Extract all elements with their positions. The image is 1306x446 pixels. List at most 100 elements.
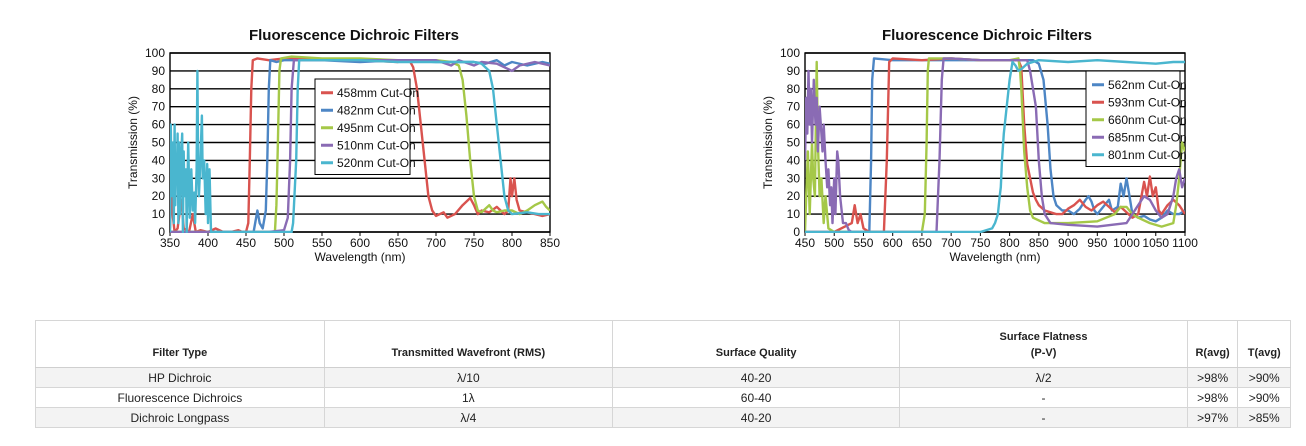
y-tick-label: 10 xyxy=(787,207,801,221)
series-line-2 xyxy=(805,57,1185,233)
x-tick-label: 600 xyxy=(883,236,903,250)
legend-label: 510nm Cut-On xyxy=(337,138,416,152)
header-t-avg: T(avg) xyxy=(1237,320,1291,368)
x-tick-label: 350 xyxy=(160,236,180,250)
x-tick-label: 850 xyxy=(540,236,560,250)
x-tick-label: 650 xyxy=(912,236,932,250)
legend: 562nm Cut-On 593nm Cut-On 660nm Cut-On 685n… xyxy=(1085,70,1187,167)
y-tick-label: 30 xyxy=(787,171,801,185)
y-tick-label: 20 xyxy=(152,189,166,203)
cell-surface-quality: 40-20 xyxy=(611,367,901,388)
y-tick-label: 60 xyxy=(787,118,801,132)
y-tick-label: 30 xyxy=(152,171,166,185)
legend-label: 458mm Cut-On xyxy=(337,86,419,100)
cell-t-avg: >90% xyxy=(1237,367,1291,388)
y-tick-label: 10 xyxy=(152,207,166,221)
legend-label: 660nm Cut-On xyxy=(1108,113,1187,127)
y-tick-label: 0 xyxy=(158,225,165,239)
left-chart: Fluorescence Dichroic Filters 0 10 20 30 40 50… xyxy=(0,0,653,300)
table-row: Fluorescence Dichroics 1λ 60-40 - >98% >… xyxy=(35,387,1291,408)
y-tick-label: 80 xyxy=(152,82,166,96)
series-line-5 xyxy=(805,59,1185,233)
y-tick-label: 70 xyxy=(152,100,166,114)
y-tick-label: 50 xyxy=(787,136,801,150)
cell-wavefront: λ/4 xyxy=(323,407,613,428)
header-flatness-line2: (P-V) xyxy=(1030,347,1057,359)
x-axis-label: Wavelength (nm) xyxy=(315,250,406,264)
x-tick-label: 550 xyxy=(853,236,873,250)
x-tick-label: 500 xyxy=(824,236,844,250)
cell-filter-type: HP Dichroic xyxy=(35,367,325,388)
x-tick-label: 500 xyxy=(274,236,294,250)
x-axis-label: Wavelength (nm) xyxy=(950,250,1041,264)
x-tick-label: 900 xyxy=(1058,236,1078,250)
table-row: Dichroic Longpass λ/4 40-20 - >97% >85% xyxy=(35,407,1291,428)
cell-r-avg: >98% xyxy=(1186,367,1239,388)
x-tick-label: 800 xyxy=(502,236,522,250)
x-tick-label: 800 xyxy=(1000,236,1020,250)
cell-flatness: - xyxy=(899,387,1188,408)
series-line-2 xyxy=(170,59,550,233)
header-surface-flatness: Surface Flatness (P-V) xyxy=(899,320,1188,368)
x-tick-label: 600 xyxy=(350,236,370,250)
cell-r-avg: >97% xyxy=(1186,407,1239,428)
legend-label: 495nm Cut-On xyxy=(337,121,416,135)
x-tick-label: 750 xyxy=(464,236,484,250)
y-axis-label: Transmission (%) xyxy=(126,96,140,189)
x-tick-label: 450 xyxy=(795,236,815,250)
x-tick-label: 950 xyxy=(1087,236,1107,250)
table-header-row: Filter Type Transmitted Wavefront (RMS) … xyxy=(35,320,1291,368)
y-tick-label: 60 xyxy=(152,118,166,132)
cell-filter-type: Fluorescence Dichroics xyxy=(35,387,325,408)
cell-t-avg: >90% xyxy=(1237,387,1291,408)
y-tick-label: 40 xyxy=(787,153,801,167)
y-tick-label: 90 xyxy=(787,64,801,78)
right-chart: Fluorescence Dichroic Filters 0 10 20 30 40 50… xyxy=(653,0,1306,300)
cell-wavefront: 1λ xyxy=(323,387,613,408)
x-tick-label: 850 xyxy=(1029,236,1049,250)
chart-svg: Fluorescence Dichroic Filters 0 10 20 30 40 50… xyxy=(126,27,560,264)
series-group xyxy=(805,57,1185,233)
x-tick-label: 1100 xyxy=(1172,236,1198,250)
x-tick-label: 700 xyxy=(941,236,961,250)
cell-surface-quality: 40-20 xyxy=(611,407,901,428)
cell-flatness: λ/2 xyxy=(899,367,1188,388)
header-surface-quality: Surface Quality xyxy=(611,320,901,368)
x-tick-label: 550 xyxy=(312,236,332,250)
cell-wavefront: λ/10 xyxy=(323,367,613,388)
legend-label: 520nm Cut-On xyxy=(337,156,416,170)
y-tick-label: 50 xyxy=(152,136,166,150)
series-line-5 xyxy=(170,59,550,233)
x-tick-label: 700 xyxy=(426,236,446,250)
legend-label: 562nm Cut-On xyxy=(1108,78,1187,92)
header-filter-type: Filter Type xyxy=(35,320,325,368)
legend-label: 593nm Cut-On xyxy=(1108,95,1187,109)
x-tick-label: 400 xyxy=(198,236,218,250)
legend-label: 482nm Cut-On xyxy=(337,103,416,117)
table-row: HP Dichroic λ/10 40-20 λ/2 >98% >90% xyxy=(35,367,1291,388)
x-tick-label: 650 xyxy=(388,236,408,250)
y-tick-label: 20 xyxy=(787,189,801,203)
legend-label: 801nm Cut-On xyxy=(1108,148,1187,162)
header-flatness-line1: Surface Flatness xyxy=(999,331,1088,343)
y-tick-label: 80 xyxy=(787,82,801,96)
legend: 458mm Cut-On 482nm Cut-On 495nm Cut-On 510n… xyxy=(314,78,419,175)
specs-table: Filter Type Transmitted Wavefront (RMS) … xyxy=(35,320,1291,428)
y-tick-label: 0 xyxy=(793,225,800,239)
y-tick-label: 90 xyxy=(152,64,166,78)
chart-title: Fluorescence Dichroic Filters xyxy=(882,27,1092,44)
cell-filter-type: Dichroic Longpass xyxy=(35,407,325,428)
x-tick-label: 750 xyxy=(970,236,990,250)
y-tick-label: 40 xyxy=(152,153,166,167)
y-tick-label: 70 xyxy=(787,100,801,114)
y-tick-label: 100 xyxy=(780,46,800,60)
x-tick-label: 1050 xyxy=(1142,236,1169,250)
header-r-avg: R(avg) xyxy=(1186,320,1239,368)
y-tick-label: 100 xyxy=(145,46,165,60)
cell-t-avg: >85% xyxy=(1237,407,1291,428)
header-wavefront: Transmitted Wavefront (RMS) xyxy=(323,320,613,368)
series-group xyxy=(170,55,550,233)
cell-r-avg: >98% xyxy=(1186,387,1239,408)
x-tick-label: 1000 xyxy=(1113,236,1140,250)
y-axis-label: Transmission (%) xyxy=(761,96,775,189)
